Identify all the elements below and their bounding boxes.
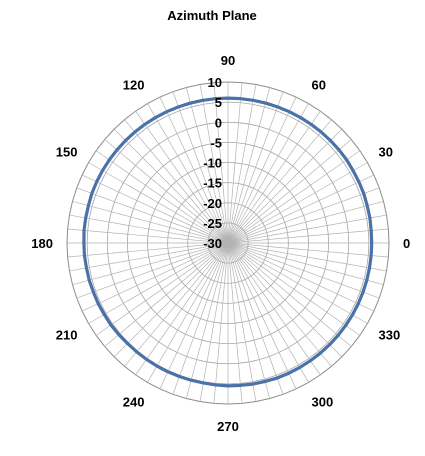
grid-spoke <box>227 242 284 395</box>
grid-spoke <box>227 242 343 358</box>
grid-spoke <box>227 119 332 244</box>
grid-spoke <box>227 91 284 244</box>
radial-tick-label: -10 <box>203 156 222 171</box>
grid-spoke <box>147 103 229 244</box>
grid-spoke <box>135 110 229 244</box>
grid-spoke <box>159 242 229 390</box>
radial-tick-label: -25 <box>203 216 222 231</box>
grid-spoke <box>185 242 229 399</box>
grid-spoke <box>76 187 229 244</box>
angle-label: 300 <box>312 395 334 410</box>
grid-spoke <box>227 242 384 286</box>
angle-label: 210 <box>56 328 78 343</box>
grid-spoke <box>227 228 389 244</box>
grid-spoke <box>199 242 229 402</box>
grid-spoke <box>227 242 352 347</box>
radial-tick-label: -30 <box>203 236 222 251</box>
grid-spoke <box>88 242 229 324</box>
grid-spoke <box>76 242 229 299</box>
grid-spoke <box>213 82 229 244</box>
angle-label: 330 <box>379 328 401 343</box>
grid-spoke <box>81 174 229 244</box>
grid-spoke <box>227 242 243 404</box>
radial-tick-label: -5 <box>210 135 222 150</box>
grid-spoke <box>227 162 368 244</box>
grid-spoke <box>185 87 229 244</box>
grid-spoke <box>227 82 243 244</box>
grid-spoke <box>227 242 271 399</box>
grid-spoke <box>227 242 332 367</box>
grid-spoke <box>227 110 321 244</box>
series-line <box>82 96 374 388</box>
grid-spoke <box>227 87 271 244</box>
grid-spoke <box>67 228 229 244</box>
series-layer <box>82 96 374 388</box>
grid-spoke <box>104 139 229 244</box>
angle-label: 270 <box>217 419 239 434</box>
grid-spoke <box>227 200 384 244</box>
grid-spoke <box>227 174 375 244</box>
grid-spoke <box>227 103 309 244</box>
grid-layer <box>66 81 390 405</box>
grid-spoke <box>227 242 321 376</box>
grid-spoke <box>227 242 368 324</box>
grid-spoke <box>159 96 229 244</box>
grid-spoke <box>227 242 387 272</box>
grid-spoke <box>124 242 229 367</box>
radial-tick-label: 5 <box>215 95 222 110</box>
grid-spoke <box>72 200 229 244</box>
grid-spoke <box>227 242 361 336</box>
grid-spoke <box>213 242 229 404</box>
grid-spoke <box>113 128 229 244</box>
grid-spoke <box>227 187 380 244</box>
grid-spoke <box>227 242 257 402</box>
grid-spoke <box>72 242 229 286</box>
grid-spoke <box>104 242 229 347</box>
grid-spoke <box>227 84 257 244</box>
angle-label: 150 <box>56 145 78 160</box>
angle-label: 60 <box>312 78 326 93</box>
angle-label: 180 <box>31 236 53 251</box>
grid-spoke <box>227 96 297 244</box>
grid-spoke <box>69 242 229 272</box>
grid-spoke <box>227 242 389 258</box>
radial-tick-label: 10 <box>208 75 222 90</box>
grid-spoke <box>227 242 380 299</box>
grid-spoke <box>227 214 387 244</box>
grid-spoke <box>124 119 229 244</box>
grid-spoke <box>67 242 229 258</box>
angle-label: 90 <box>221 53 235 68</box>
grid-spoke <box>69 214 229 244</box>
radial-tick-label: -20 <box>203 196 222 211</box>
angle-label: 120 <box>123 78 145 93</box>
chart-title: Azimuth Plane <box>167 8 257 23</box>
grid-spoke <box>95 242 229 336</box>
radial-tick-labels: 10 5 0 -5 -10 -15 -20 -25 -30 <box>203 75 222 251</box>
grid-spoke <box>227 128 343 244</box>
angle-label: 0 <box>403 236 410 251</box>
grid-spoke <box>227 242 375 312</box>
angle-label: 240 <box>123 395 145 410</box>
radial-tick-label: 0 <box>215 115 222 130</box>
grid-spoke <box>199 84 229 244</box>
angle-label: 30 <box>379 145 393 160</box>
radial-tick-label: -15 <box>203 176 222 191</box>
grid-spoke <box>172 91 229 244</box>
grid-spoke <box>172 242 229 395</box>
grid-spoke <box>88 162 229 244</box>
grid-spoke <box>227 150 361 244</box>
grid-spoke <box>81 242 229 312</box>
grid-spoke <box>135 242 229 376</box>
grid-spoke <box>113 242 229 358</box>
grid-spoke <box>227 242 309 383</box>
grid-spoke <box>95 150 229 244</box>
grid-spoke <box>147 242 229 383</box>
grid-spoke <box>227 139 352 244</box>
grid-spoke <box>227 242 297 390</box>
